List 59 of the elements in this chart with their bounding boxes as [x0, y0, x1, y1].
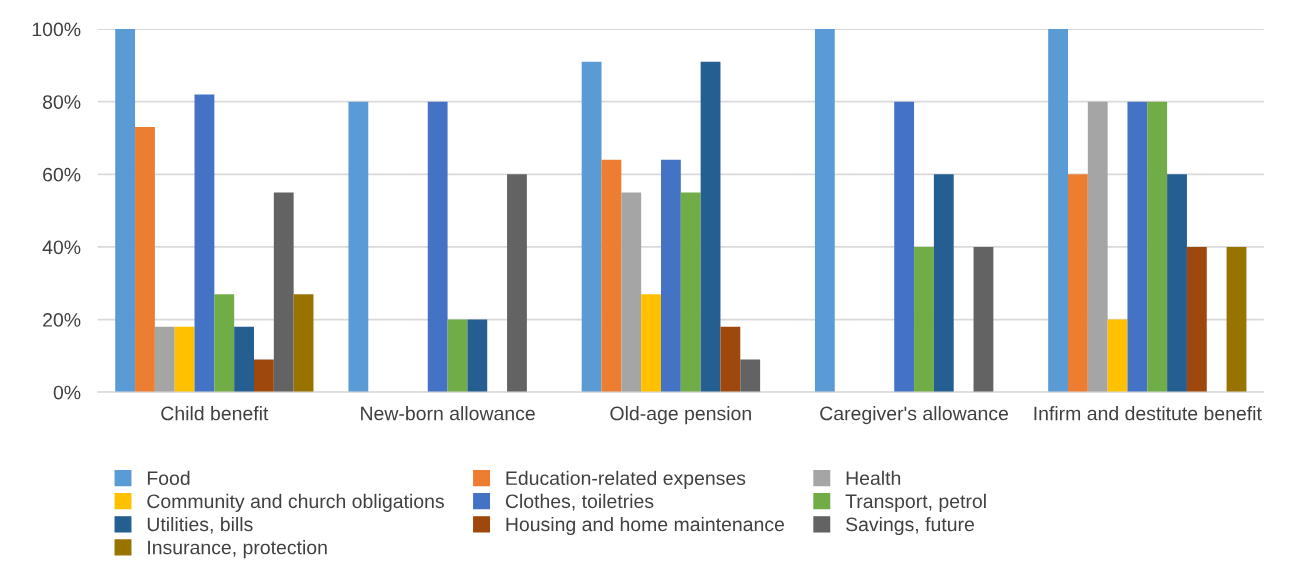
bar [1186, 246, 1207, 393]
legend-label: Savings, future [846, 516, 974, 536]
bar [621, 192, 642, 393]
bar [115, 29, 136, 393]
legend-label: Education-related expenses [506, 470, 746, 489]
legend-label: Health [846, 470, 901, 486]
bar [581, 61, 602, 393]
bar [253, 359, 274, 393]
bar [914, 246, 934, 393]
legend-label: Utilities, bills [147, 516, 253, 534]
x-tick-label: New-born allowance [361, 406, 535, 421]
bar [234, 326, 254, 393]
bar [273, 192, 294, 393]
bar [933, 174, 954, 393]
bar [1226, 246, 1247, 393]
bar [1107, 319, 1128, 393]
y-tick-label: 0% [53, 385, 81, 400]
legend-label: Transport, petrol [845, 493, 986, 512]
y-tick-label: 40% [42, 240, 81, 255]
bar [1167, 174, 1187, 393]
y-tick-label: 100% [32, 22, 81, 37]
bar [293, 294, 314, 393]
legend-label: Insurance, protection [148, 540, 327, 559]
y-tick-label: 60% [43, 167, 81, 182]
bar [641, 294, 661, 393]
x-tick-label: Infirm and destitute benefit [1034, 406, 1262, 421]
legend-label: Housing and home maintenance [506, 516, 784, 536]
bar [660, 159, 681, 393]
bar [814, 29, 835, 393]
bar [1048, 29, 1068, 393]
bar [1067, 174, 1088, 393]
bar [154, 326, 175, 393]
x-tick-label: Caregiver's allowance [820, 406, 1008, 425]
bar [194, 94, 215, 393]
bar [214, 294, 235, 393]
bar [894, 101, 915, 393]
bar [973, 246, 994, 393]
bar [601, 159, 622, 393]
bar [740, 359, 761, 393]
bar [1147, 101, 1168, 393]
bar [680, 192, 701, 393]
bar [447, 319, 468, 393]
bar [1127, 101, 1148, 393]
legend-label: Clothes, toiletries [505, 493, 654, 511]
bar [700, 61, 721, 393]
y-tick-label: 20% [43, 313, 81, 327]
bar [1087, 101, 1108, 393]
bar [427, 101, 448, 393]
bar [174, 326, 195, 393]
y-tick-label: 80% [42, 95, 81, 109]
bar [507, 174, 527, 393]
legend-label: Food [147, 470, 190, 486]
bar [135, 127, 155, 393]
bar [467, 319, 488, 393]
bar [720, 326, 741, 393]
legend-label: Community and church obligations [147, 493, 444, 512]
x-tick-label: Child benefit [161, 406, 269, 421]
bar [348, 101, 369, 393]
x-tick-label: Old-age pension [610, 406, 751, 425]
